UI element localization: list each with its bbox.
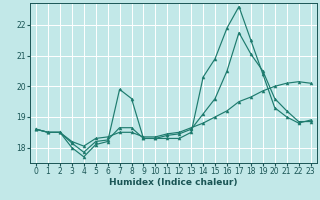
X-axis label: Humidex (Indice chaleur): Humidex (Indice chaleur) <box>109 178 237 187</box>
